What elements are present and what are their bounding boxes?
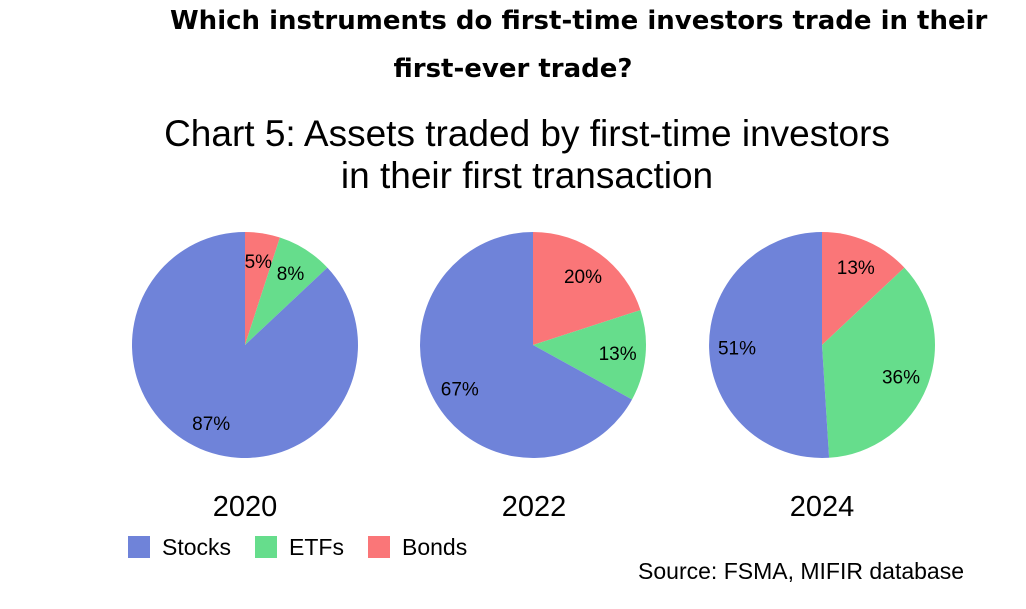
headline: Which instruments do first-time investor… bbox=[0, 0, 1026, 100]
year-label-2024: 2024 bbox=[789, 491, 855, 523]
year-label-2022: 2022 bbox=[501, 491, 567, 523]
slice-2024-stocks bbox=[709, 232, 830, 458]
legend-item-etfs: ETFs bbox=[255, 534, 344, 561]
slice-2020-etfs bbox=[245, 237, 328, 345]
headline-line-1: Which instruments do first-time investor… bbox=[170, 6, 988, 36]
legend-item-bonds: Bonds bbox=[367, 533, 468, 561]
legend-label-bonds: Bonds bbox=[401, 533, 468, 560]
chart-title-line-1: Chart 5: Assets traded by first-time inv… bbox=[164, 113, 890, 154]
legend-swatch-etfs bbox=[255, 536, 278, 558]
slice-2024-etfs bbox=[822, 267, 935, 458]
pie-2022: 20% 13% 67% bbox=[419, 231, 646, 459]
year-label-2020: 2020 bbox=[212, 491, 278, 523]
slice-2020-bonds bbox=[245, 232, 280, 345]
slice-2020-stocks bbox=[131, 232, 358, 458]
pie-2024: 13% 36% 51% bbox=[709, 232, 935, 458]
label-2022-stocks: 67% bbox=[441, 379, 479, 400]
label-2022-etfs: 13% bbox=[599, 344, 637, 365]
slice-2022-bonds bbox=[533, 232, 641, 345]
slice-2022-stocks bbox=[419, 231, 633, 459]
label-2022-bonds: 20% bbox=[564, 267, 602, 288]
label-2020-stocks: 87% bbox=[192, 414, 230, 435]
label-2024-etfs: 36% bbox=[882, 367, 920, 388]
label-2024-stocks: 51% bbox=[718, 339, 756, 360]
legend-label-etfs: ETFs bbox=[289, 533, 344, 560]
legend-swatch-bonds bbox=[367, 536, 390, 558]
legend-swatch-stocks bbox=[128, 536, 150, 558]
source-note: Source: FSMA, MIFIR database bbox=[638, 558, 964, 584]
chart-title-line-2: in their first transaction bbox=[340, 155, 714, 196]
legend-item-stocks: Stocks bbox=[128, 534, 231, 561]
chart-title: Chart 5: Assets traded by first-time inv… bbox=[0, 113, 1026, 197]
slice-2022-etfs bbox=[533, 310, 646, 400]
legend: Stocks ETFs Bonds bbox=[128, 532, 491, 562]
legend-label-stocks: Stocks bbox=[162, 533, 232, 560]
headline-line-2: first-ever trade? bbox=[393, 54, 633, 84]
label-2020-etfs: 8% bbox=[277, 264, 305, 285]
label-2020-bonds: 5% bbox=[245, 252, 273, 273]
label-2024-bonds: 13% bbox=[837, 258, 875, 279]
slice-2024-bonds bbox=[822, 232, 905, 345]
pie-2020: 5%8% 87% bbox=[131, 232, 358, 458]
